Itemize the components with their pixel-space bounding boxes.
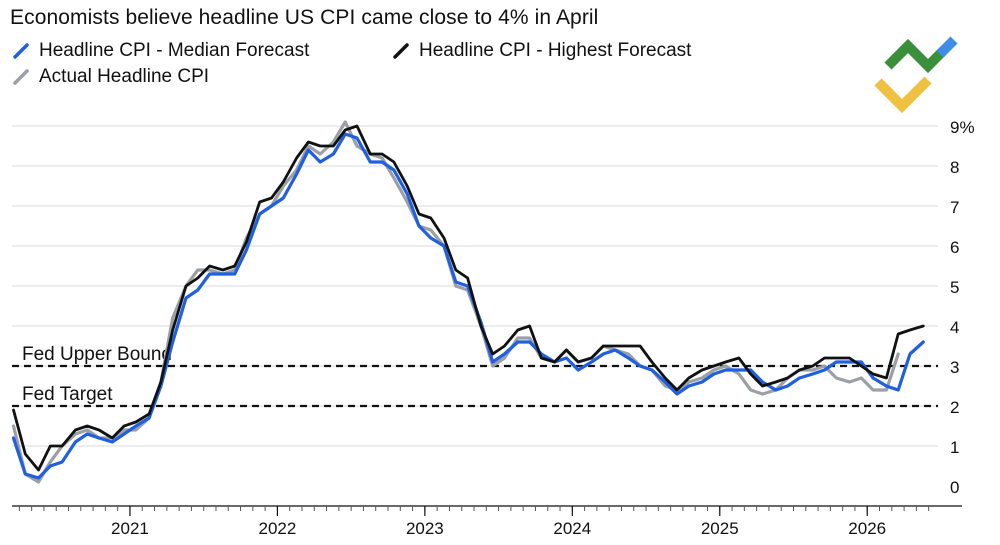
legend-item-median: Headline CPI - Median Forecast <box>12 40 309 62</box>
reference-line-label-1: Fed Target <box>22 384 113 405</box>
legend-label-median: Headline CPI - Median Forecast <box>39 40 310 61</box>
y-tick-label-9: 9% <box>950 118 975 137</box>
y-tick-label-1: 1 <box>950 438 959 457</box>
x-tick-label-2021: 2021 <box>111 519 149 538</box>
y-tick-label-0: 0 <box>950 478 959 497</box>
series-line-0 <box>11 120 900 484</box>
legend-item-actual: Actual Headline CPI <box>12 66 209 88</box>
logo-green-chevron <box>884 38 946 74</box>
legend-label-actual: Actual Headline CPI <box>39 66 210 87</box>
legend-item-highest: Headline CPI - Highest Forecast <box>392 40 691 62</box>
legend-swatch-median <box>12 42 30 60</box>
x-tick-label-2025: 2025 <box>701 519 739 538</box>
legend-label-highest: Headline CPI - Highest Forecast <box>419 40 692 61</box>
series-line-1 <box>11 132 925 480</box>
x-tick-label-2024: 2024 <box>553 519 591 538</box>
logo-yellow-chevron <box>874 76 932 114</box>
y-tick-label-5: 5 <box>950 278 959 297</box>
brand-logo <box>870 36 965 131</box>
reference-line-label-0: Fed Upper Bound <box>22 344 172 365</box>
x-tick-label-2026: 2026 <box>848 519 886 538</box>
y-tick-label-3: 3 <box>950 358 959 377</box>
y-tick-label-6: 6 <box>950 238 959 257</box>
legend-swatch-actual <box>12 68 30 86</box>
series-line-2 <box>12 124 925 472</box>
y-tick-label-7: 7 <box>950 198 959 217</box>
y-tick-label-8: 8 <box>950 158 959 177</box>
x-tick-label-2023: 2023 <box>406 519 444 538</box>
logo-blue-bar <box>936 36 958 58</box>
chart-title: Economists believe headline US CPI came … <box>10 6 599 29</box>
y-tick-label-4: 4 <box>950 318 959 337</box>
x-tick-label-2022: 2022 <box>258 519 296 538</box>
legend-swatch-highest <box>392 42 410 60</box>
y-tick-label-2: 2 <box>950 398 959 417</box>
